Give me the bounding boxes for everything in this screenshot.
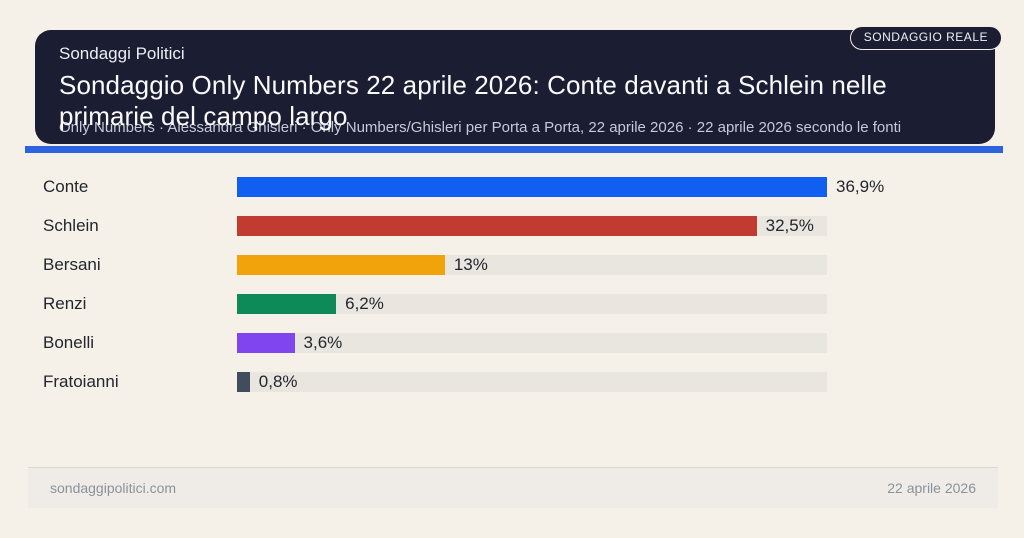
- bar-track: 0,8%: [237, 372, 827, 392]
- bar-label: Schlein: [43, 216, 99, 235]
- bar-track: 6,2%: [237, 294, 827, 314]
- page-title: Sondaggio Only Numbers 22 aprile 2026: C…: [59, 70, 887, 131]
- bar-label: Renzi: [43, 294, 87, 313]
- poll-source-subtitle: Only Numbers · Alessandra Ghisleri · Onl…: [59, 119, 902, 136]
- status-badge: SONDAGGIO REALE: [849, 26, 1002, 50]
- bar-value: 36,9%: [836, 177, 885, 196]
- footer-date: 22 aprile 2026: [887, 480, 976, 496]
- chart-row: Conte 36,9%: [43, 177, 1024, 197]
- bar-value: 13%: [453, 255, 488, 274]
- bar-label: Bonelli: [43, 333, 95, 352]
- bar-fill: [237, 372, 250, 392]
- bar-label: Bersani: [43, 255, 101, 274]
- bar-fill: [237, 177, 827, 197]
- bar-value: 6,2%: [345, 294, 384, 313]
- bar-track: 36,9%: [237, 177, 884, 197]
- bar-fill: [237, 216, 757, 236]
- footer-site: sondaggipolitici.com: [50, 480, 177, 496]
- chart-row: Fratoianni 0,8%: [43, 372, 1024, 392]
- footer: sondaggipolitici.com 22 aprile 2026: [28, 467, 998, 508]
- bar-track: 3,6%: [237, 333, 827, 353]
- site-kicker: Sondaggi Politici: [59, 44, 185, 63]
- chart-row: Bersani 13%: [43, 255, 1024, 275]
- bar-track: 32,5%: [237, 216, 827, 236]
- bar-fill: [237, 333, 295, 353]
- chart-row: Bonelli 3,6%: [43, 333, 1024, 353]
- bar-track: 13%: [237, 255, 827, 275]
- accent-divider: [25, 146, 1003, 153]
- bar-fill: [237, 255, 445, 275]
- bar-value: 3,6%: [303, 333, 343, 352]
- bar-label: Fratoianni: [43, 372, 119, 391]
- bar-label: Conte: [43, 177, 89, 196]
- chart-row: Renzi 6,2%: [43, 294, 1024, 314]
- bar-fill: [237, 294, 337, 314]
- header-card: Sondaggi Politici Sondaggio Only Numbers…: [35, 26, 1002, 144]
- bar-chart: Conte 36,9% Schlein 32,5% Bersani 13% Renzi 6,2…: [43, 177, 1024, 392]
- chart-row: Schlein 32,5%: [43, 216, 1024, 236]
- bar-value: 0,8%: [258, 372, 298, 391]
- bar-value: 32,5%: [765, 216, 814, 235]
